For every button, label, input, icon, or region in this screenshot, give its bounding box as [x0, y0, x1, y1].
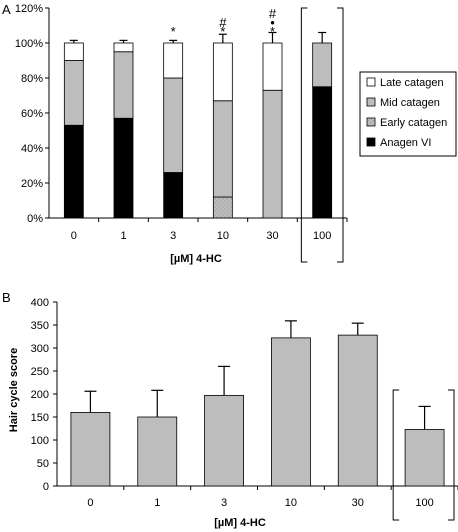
bar-segment — [63, 60, 84, 126]
bar-segment — [63, 124, 84, 219]
bar-segment — [113, 51, 134, 119]
y-tick-label: 300 — [31, 343, 49, 355]
y-tick-label: 40% — [21, 143, 43, 155]
bracket-right — [337, 7, 344, 263]
panel-a-label: A — [2, 2, 11, 17]
bracket-left — [300, 7, 308, 263]
x-tick-label: 100 — [313, 230, 331, 242]
chart-b: B [µM] 4-HC Hair cycle score 05010015020… — [2, 290, 458, 529]
bar-segment — [113, 42, 134, 53]
bar-segment — [163, 172, 184, 219]
significance-marker: * — [270, 24, 275, 39]
legend-label: Late catagen — [380, 77, 444, 89]
bar-segment — [212, 100, 233, 198]
bracket-left — [392, 389, 400, 521]
bar-segment — [212, 196, 233, 219]
x-tick-label: 1 — [120, 230, 126, 242]
y-tick-label: 350 — [31, 320, 49, 332]
significance-marker: # — [219, 15, 227, 30]
bar — [404, 429, 445, 487]
x-tick-label: 3 — [221, 497, 227, 509]
significance-marker: • — [270, 15, 275, 30]
x-tick-label: 30 — [266, 230, 278, 242]
y-tick-label: 120% — [15, 3, 43, 15]
x-tick-label: 10 — [285, 497, 297, 509]
y-tick-label: 0% — [27, 213, 43, 225]
legend-box — [359, 71, 457, 157]
bar-segment — [312, 86, 333, 219]
legend-label: Mid catagen — [380, 97, 440, 109]
x-tick-label: 0 — [71, 230, 77, 242]
legend-label: Anagen VI — [380, 137, 431, 149]
y-axis-label: Hair cycle score — [8, 348, 20, 432]
legend-swatch — [366, 97, 376, 107]
bar — [137, 416, 178, 487]
bar-segment — [212, 42, 233, 102]
y-tick-label: 20% — [21, 178, 43, 190]
y-tick-label: 100 — [31, 435, 49, 447]
bar-segment — [163, 42, 184, 79]
bar — [204, 394, 244, 487]
legend-swatch — [366, 137, 376, 147]
legend: Late catagen Mid catagen Early catagen Anag… — [359, 71, 457, 157]
bar-segment — [163, 77, 184, 173]
y-tick-label: 60% — [21, 108, 43, 120]
legend-swatch — [366, 77, 376, 87]
legend-swatch — [366, 117, 376, 127]
y-tick-label: 400 — [31, 297, 49, 309]
significance-marker: * — [171, 24, 176, 39]
legend-label: Early catagen — [380, 117, 447, 129]
y-tick-label: 200 — [31, 389, 49, 401]
bar-segment — [113, 117, 134, 219]
bracket-right — [448, 389, 455, 521]
x-axis-label: [µM] 4-HC — [214, 517, 266, 529]
panel-b-label: B — [2, 290, 11, 305]
bar — [70, 411, 111, 487]
y-tick-label: 100% — [15, 38, 43, 50]
y-tick-label: 0 — [43, 481, 49, 493]
y-tick-label: 150 — [31, 412, 49, 424]
y-tick-label: 250 — [31, 366, 49, 378]
x-tick-label: 1 — [154, 497, 160, 509]
significance-marker: # — [269, 6, 277, 21]
bar — [271, 337, 311, 487]
y-tick-label: 80% — [21, 73, 43, 85]
chart-a: A [µM] 4-HC 0% 20% 40% 60% 80% 100% 120% 0 1 3 10 3… — [2, 2, 348, 265]
x-tick-label: 100 — [415, 497, 433, 509]
y-tick-label: 50 — [37, 458, 49, 470]
bar-segment — [262, 89, 283, 219]
bar-segment — [63, 42, 84, 61]
x-axis-label: [µM] 4-HC — [170, 253, 222, 265]
x-tick-label: 3 — [170, 230, 176, 242]
bar-segment — [262, 42, 283, 91]
x-tick-label: 0 — [87, 497, 93, 509]
x-tick-label: 10 — [217, 230, 229, 242]
x-tick-label: 30 — [352, 497, 364, 509]
bar-segment — [312, 42, 333, 88]
significance-marker: * — [220, 24, 225, 39]
bar — [337, 334, 378, 487]
